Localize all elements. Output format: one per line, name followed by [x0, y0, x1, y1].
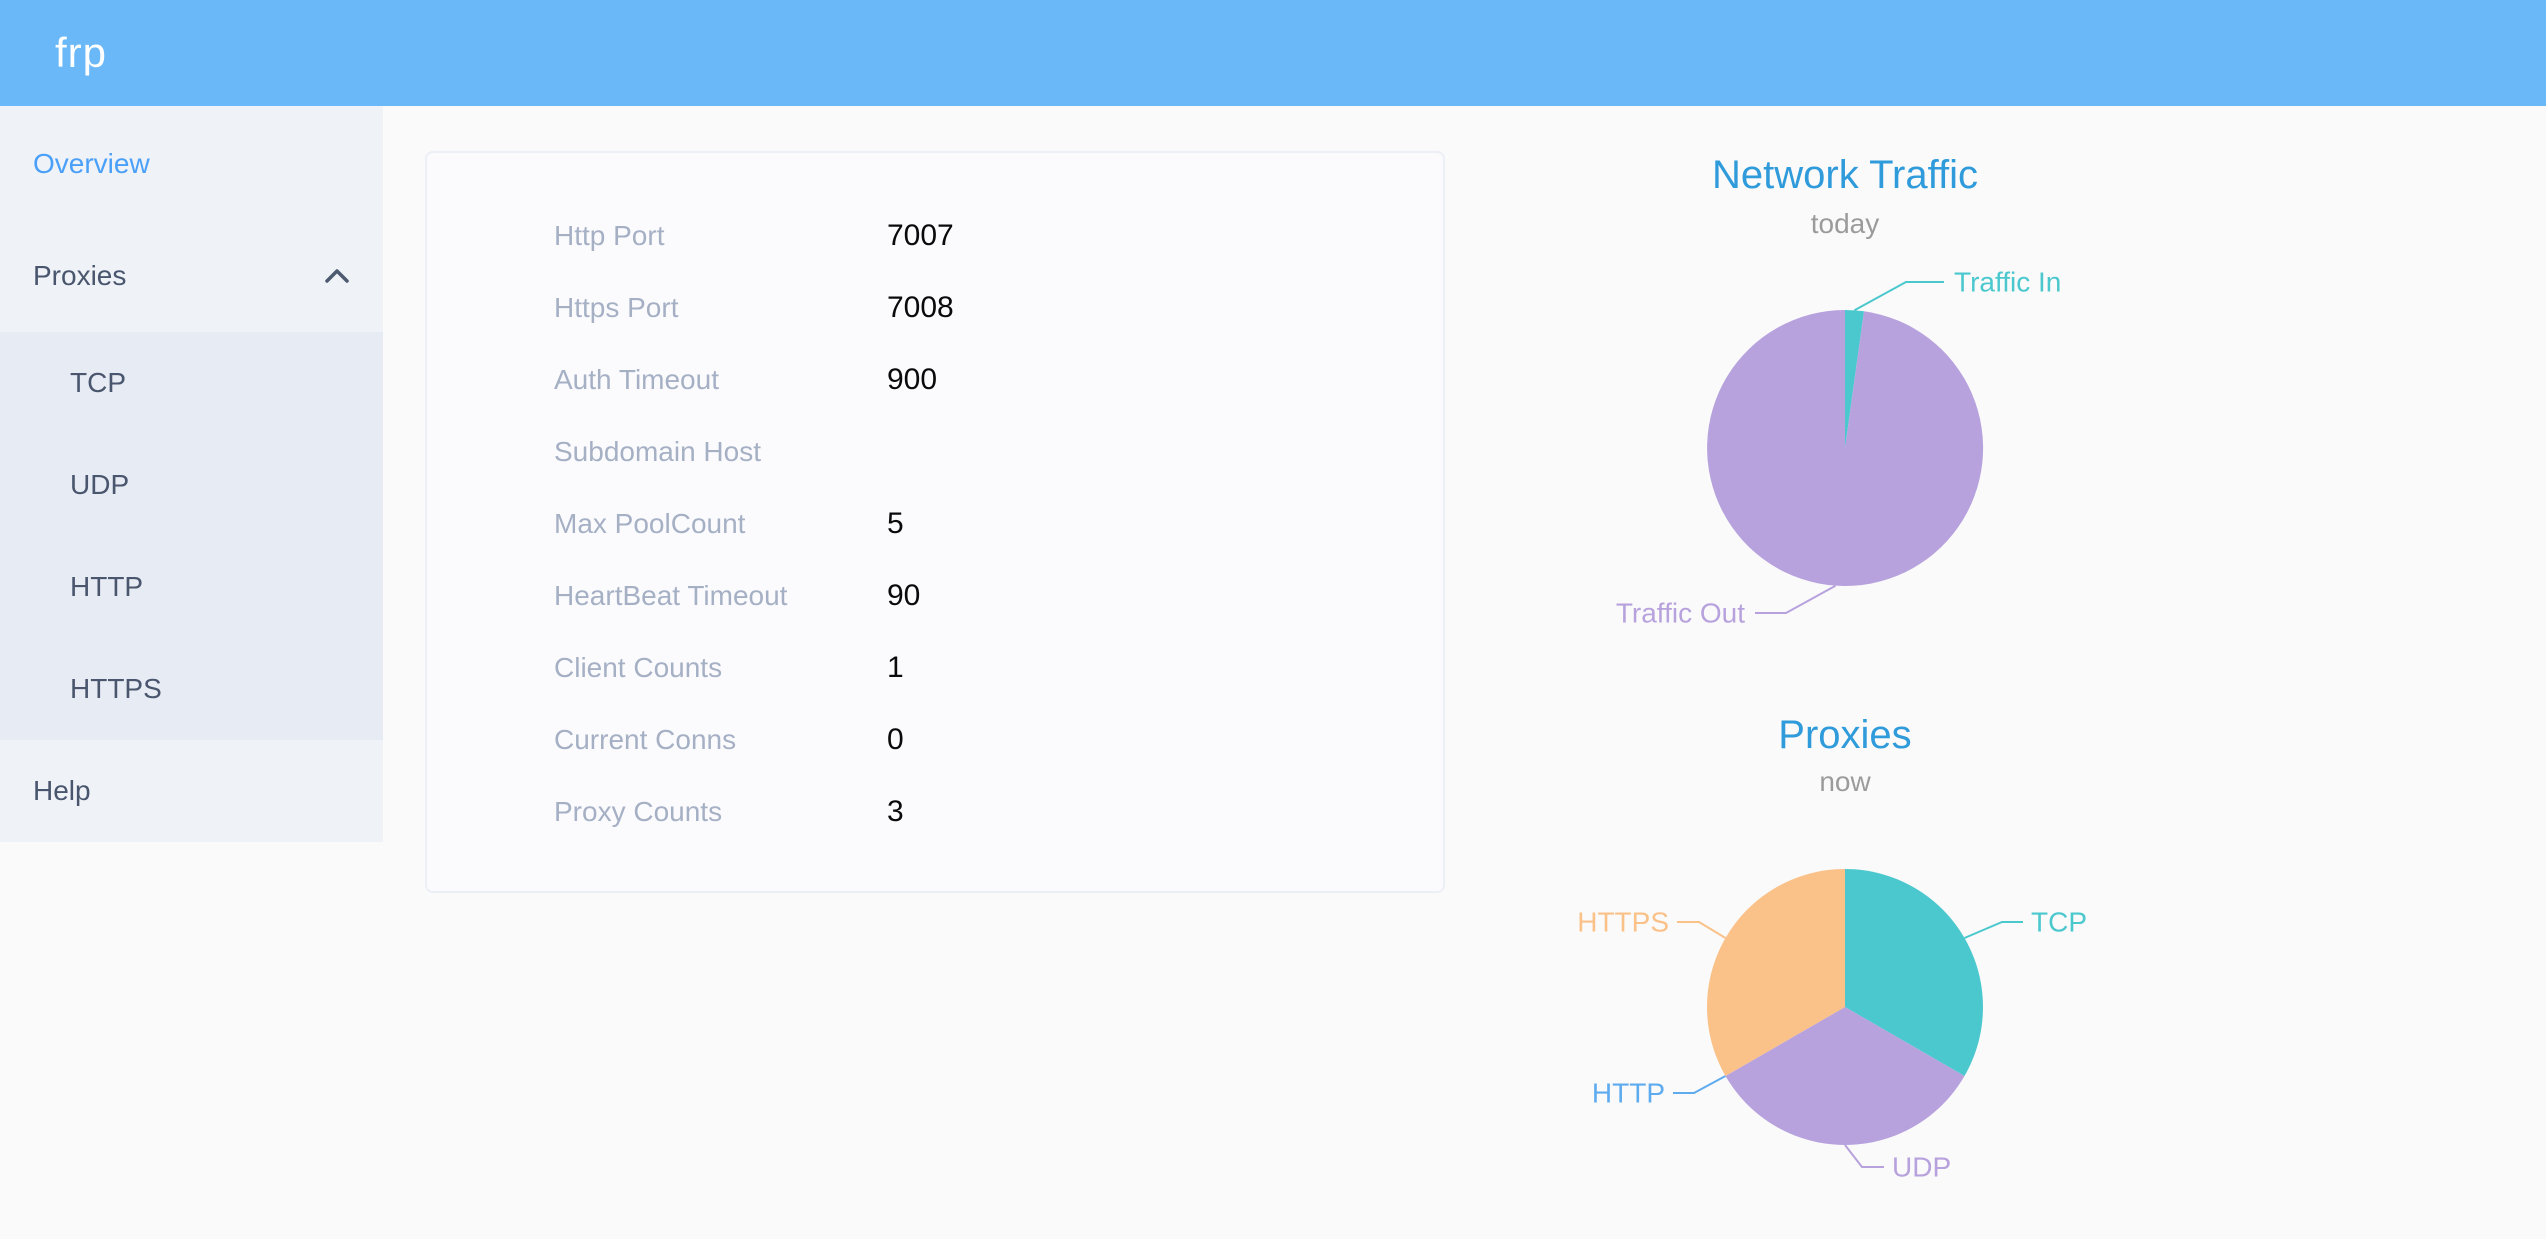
sidebar-item-help-label: Help [33, 775, 91, 806]
proxies-chart-subtitle: now [1819, 766, 1871, 797]
chevron-up-icon [324, 268, 350, 284]
info-row-current-conns: Current Conns 0 [427, 704, 1443, 776]
info-row-proxy-counts: Proxy Counts 3 [427, 776, 1443, 848]
app-header: frp [0, 0, 2546, 106]
proxies-chart-title: Proxies [1778, 713, 1912, 757]
pie-slice-traffic-out[interactable] [1707, 310, 1984, 586]
proxies-pie-chart: TCP UDP HTTP HTTPS [1495, 800, 2195, 1234]
info-row-max-poolcount: Max PoolCount 5 [427, 488, 1443, 560]
network-traffic-pie-chart: Traffic In Traffic Out [1495, 240, 2195, 670]
pie-label-line-tcp [1964, 921, 2023, 939]
info-row-http-port: Http Port 7007 [427, 200, 1443, 272]
info-label: Proxy Counts [554, 796, 723, 827]
pie-label-line-traffic-in [1854, 281, 1944, 312]
proxies-svg: TCP UDP HTTP HTTPS [1577, 869, 2087, 1183]
sidebar-item-proxies[interactable]: Proxies [0, 220, 383, 332]
info-label: Client Counts [554, 652, 723, 683]
sidebar-item-https[interactable]: HTTPS [0, 638, 383, 740]
info-label: Https Port [554, 292, 679, 323]
pie-label-line-http [1673, 1075, 1726, 1094]
sidebar-item-proxies-label: Proxies [33, 260, 127, 291]
sidebar-item-overview-label: Overview [33, 148, 150, 179]
info-row-heartbeat-timeout: HeartBeat Timeout 90 [427, 560, 1443, 632]
frp-logo: frp [55, 29, 108, 76]
server-info-panel: Http Port 7007 Https Port 7008 Auth Time… [425, 151, 1445, 893]
info-value: 5 [887, 507, 904, 540]
info-row-subdomain-host: Subdomain Host [427, 416, 1443, 488]
info-value: 1 [887, 651, 904, 684]
info-value: 3 [887, 795, 904, 828]
sidebar-item-udp[interactable]: UDP [0, 434, 383, 536]
info-row-https-port: Https Port 7008 [427, 272, 1443, 344]
pie-label-traffic-out: Traffic Out [1616, 598, 1745, 629]
pie-label-line-https [1677, 921, 1727, 939]
pie-slice-https[interactable] [1707, 869, 1845, 1076]
info-label: HeartBeat Timeout [554, 580, 788, 611]
pie-label-udp: UDP [1892, 1152, 1951, 1183]
sidebar: Overview Proxies TCP UDP HTTP HTTPS [0, 106, 383, 842]
info-value: 900 [887, 363, 938, 396]
pie-label-https: HTTPS [1577, 907, 1669, 938]
info-row-auth-timeout: Auth Timeout 900 [427, 344, 1443, 416]
sidebar-item-http-label: HTTP [70, 571, 144, 602]
sidebar-item-tcp-label: TCP [70, 367, 126, 398]
network-traffic-svg: Traffic In Traffic Out [1616, 267, 2062, 629]
network-traffic-title: Network Traffic [1712, 153, 1978, 197]
proxies-submenu: TCP UDP HTTP HTTPS [0, 332, 383, 740]
info-label: Auth Timeout [554, 364, 719, 395]
sidebar-item-udp-label: UDP [70, 469, 130, 500]
pie-label-http: HTTP [1592, 1078, 1665, 1109]
info-label: Max PoolCount [554, 508, 746, 539]
info-label: Current Conns [554, 724, 737, 755]
pie-slice-tcp[interactable] [1845, 869, 1983, 1076]
sidebar-item-tcp[interactable]: TCP [0, 332, 383, 434]
info-row-client-counts: Client Counts 1 [427, 632, 1443, 704]
pie-label-tcp: TCP [2031, 907, 2087, 938]
info-label: Http Port [554, 220, 665, 251]
sidebar-item-https-label: HTTPS [70, 673, 162, 704]
pie-slice-udp[interactable] [1725, 1007, 1965, 1145]
pie-label-traffic-in: Traffic In [1954, 267, 2061, 298]
pie-label-line-traffic-out [1755, 584, 1836, 614]
pie-slice-traffic-in[interactable] [1845, 309, 1864, 448]
sidebar-item-http[interactable]: HTTP [0, 536, 383, 638]
pie-label-line-udp [1844, 1144, 1884, 1168]
sidebar-item-help[interactable]: Help [0, 740, 383, 842]
info-label: Subdomain Host [554, 436, 762, 467]
network-traffic-subtitle: today [1810, 208, 1880, 239]
info-value: 7007 [887, 219, 954, 252]
info-value: 7008 [887, 291, 954, 324]
info-value: 90 [887, 579, 921, 612]
info-value: 0 [887, 723, 904, 756]
sidebar-item-overview[interactable]: Overview [0, 108, 383, 220]
